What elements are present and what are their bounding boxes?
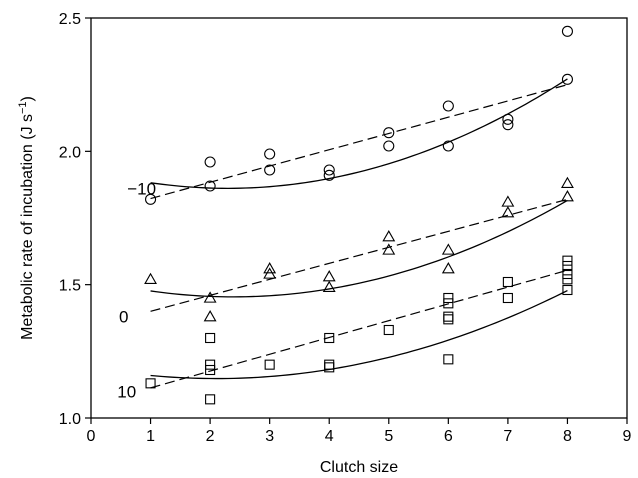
quadratic-fit-line-1 [150, 199, 568, 298]
data-point-2-7 [324, 359, 335, 370]
x-tick-label-7: 7 [503, 428, 512, 445]
series-label-1: 0 [119, 308, 128, 327]
data-point-0-8 [383, 140, 395, 152]
data-point-1-12 [501, 206, 515, 218]
data-point-1-11 [501, 195, 515, 207]
x-tick-label-4: 4 [325, 428, 334, 445]
data-point-1-2 [203, 310, 217, 322]
data-point-0-2 [204, 180, 216, 192]
data-point-2-2 [205, 359, 216, 370]
data-point-1-6 [322, 280, 336, 293]
data-point-2-15 [502, 276, 513, 288]
quadratic-fit-line-2 [150, 289, 568, 380]
data-point-1-7 [382, 230, 396, 242]
data-point-2-16 [502, 292, 513, 304]
data-point-2-19 [562, 268, 573, 280]
data-point-1-8 [382, 243, 396, 255]
linear-fit-line-0 [150, 84, 568, 200]
data-point-2-13 [443, 314, 454, 325]
data-point-0-6 [323, 169, 335, 181]
data-point-2-17 [562, 255, 573, 266]
x-tick-label-1: 1 [146, 428, 155, 445]
data-point-2-21 [562, 284, 573, 296]
plot-frame [90, 17, 628, 419]
data-point-2-20 [562, 274, 573, 285]
data-point-2-11 [443, 298, 454, 309]
data-point-2-6 [324, 332, 335, 344]
x-tick-label-9: 9 [623, 428, 632, 445]
series-label-0: −10 [127, 180, 156, 199]
data-point-0-7 [383, 127, 395, 139]
x-tick-label-5: 5 [384, 428, 393, 445]
data-point-1-0 [144, 272, 158, 285]
y-axis-title-main: Metabolic rate of incubation (J s [19, 114, 36, 340]
x-axis-title: Clutch size [320, 459, 398, 476]
linear-fit-line-1 [150, 198, 568, 312]
y-tick-label-1: 1.5 [59, 278, 81, 295]
data-point-1-3 [263, 262, 277, 274]
y-axis-title-close: ) [19, 96, 36, 101]
series-label-2: 10 [117, 382, 136, 401]
data-point-2-12 [443, 311, 454, 322]
data-point-0-0 [145, 193, 157, 205]
quadratic-fit-line-0 [150, 78, 568, 189]
data-point-0-3 [264, 148, 276, 160]
y-tick-label-3: 2.5 [59, 11, 81, 28]
x-tick-label-6: 6 [444, 428, 453, 445]
linear-fit-line-2 [150, 269, 568, 389]
data-point-2-8 [324, 362, 335, 373]
data-point-0-10 [442, 140, 454, 152]
data-point-2-18 [562, 260, 573, 272]
data-point-1-9 [441, 243, 455, 255]
y-tick-label-2: 2.0 [59, 144, 81, 161]
x-tick-label-0: 0 [87, 428, 96, 445]
data-point-0-5 [323, 164, 335, 176]
data-point-2-0 [145, 378, 156, 389]
data-point-1-10 [441, 262, 455, 274]
data-point-0-11 [502, 113, 514, 125]
data-point-0-13 [561, 25, 573, 37]
data-point-2-1 [205, 332, 216, 344]
data-point-1-14 [560, 190, 574, 202]
data-point-1-4 [263, 267, 277, 279]
data-point-2-9 [383, 324, 394, 336]
data-point-1-1 [203, 291, 217, 303]
data-point-0-1 [204, 156, 216, 168]
data-point-2-3 [205, 364, 216, 376]
data-markers [144, 25, 574, 405]
y-axis-title-superscript: −1 [17, 101, 29, 114]
y-axis-title: Metabolic rate of incubation (J s−1) [17, 96, 36, 340]
x-tick-label-8: 8 [563, 428, 572, 445]
data-point-1-5 [322, 270, 336, 282]
fit-lines [150, 78, 568, 389]
data-point-1-13 [560, 176, 574, 189]
data-point-2-10 [443, 292, 454, 304]
data-point-0-4 [264, 164, 276, 176]
data-point-0-12 [502, 119, 514, 131]
data-point-2-5 [264, 359, 275, 370]
x-tick-label-3: 3 [265, 428, 274, 445]
data-point-2-4 [205, 394, 216, 405]
series-labels: −10 0 10 [117, 180, 156, 402]
data-point-0-14 [561, 73, 573, 85]
y-tick-label-0: 1.0 [59, 411, 81, 428]
data-point-0-9 [442, 100, 454, 112]
data-point-2-14 [443, 354, 454, 365]
axes: 0 1 2 3 4 5 6 7 8 9 1.0 1.5 2.0 2.5 [59, 11, 632, 445]
x-tick-label-2: 2 [206, 428, 215, 445]
